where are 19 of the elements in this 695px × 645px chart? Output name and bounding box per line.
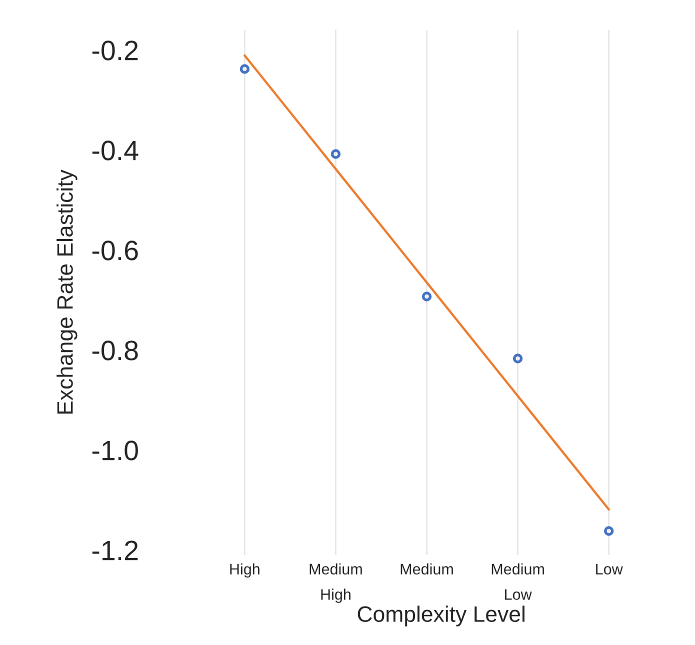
y-tick-label: -0.8 — [92, 340, 138, 360]
y-tick-label: -1.2 — [92, 540, 138, 560]
y-tick-label: -0.2 — [92, 40, 138, 60]
y-tick-label: -0.6 — [92, 240, 138, 260]
x-tick-label: Medium — [400, 563, 453, 575]
point — [604, 526, 614, 536]
y-tick-label: -1.0 — [92, 440, 138, 460]
x-axis-title: Complexity Level — [358, 606, 524, 626]
point — [330, 149, 341, 159]
y-tick-label: -0.4 — [92, 140, 138, 160]
line-series — [244, 54, 610, 511]
x-tick-label: High — [230, 563, 260, 578]
point — [422, 292, 432, 302]
x-tick-label: Medium High — [310, 563, 362, 603]
x-tick-label: Low — [596, 564, 623, 575]
point — [512, 354, 523, 364]
point — [240, 64, 250, 74]
x-tick-label: Medium Low — [492, 563, 544, 600]
y-axis-title: Exchange Rate Elasticity — [56, 170, 78, 414]
